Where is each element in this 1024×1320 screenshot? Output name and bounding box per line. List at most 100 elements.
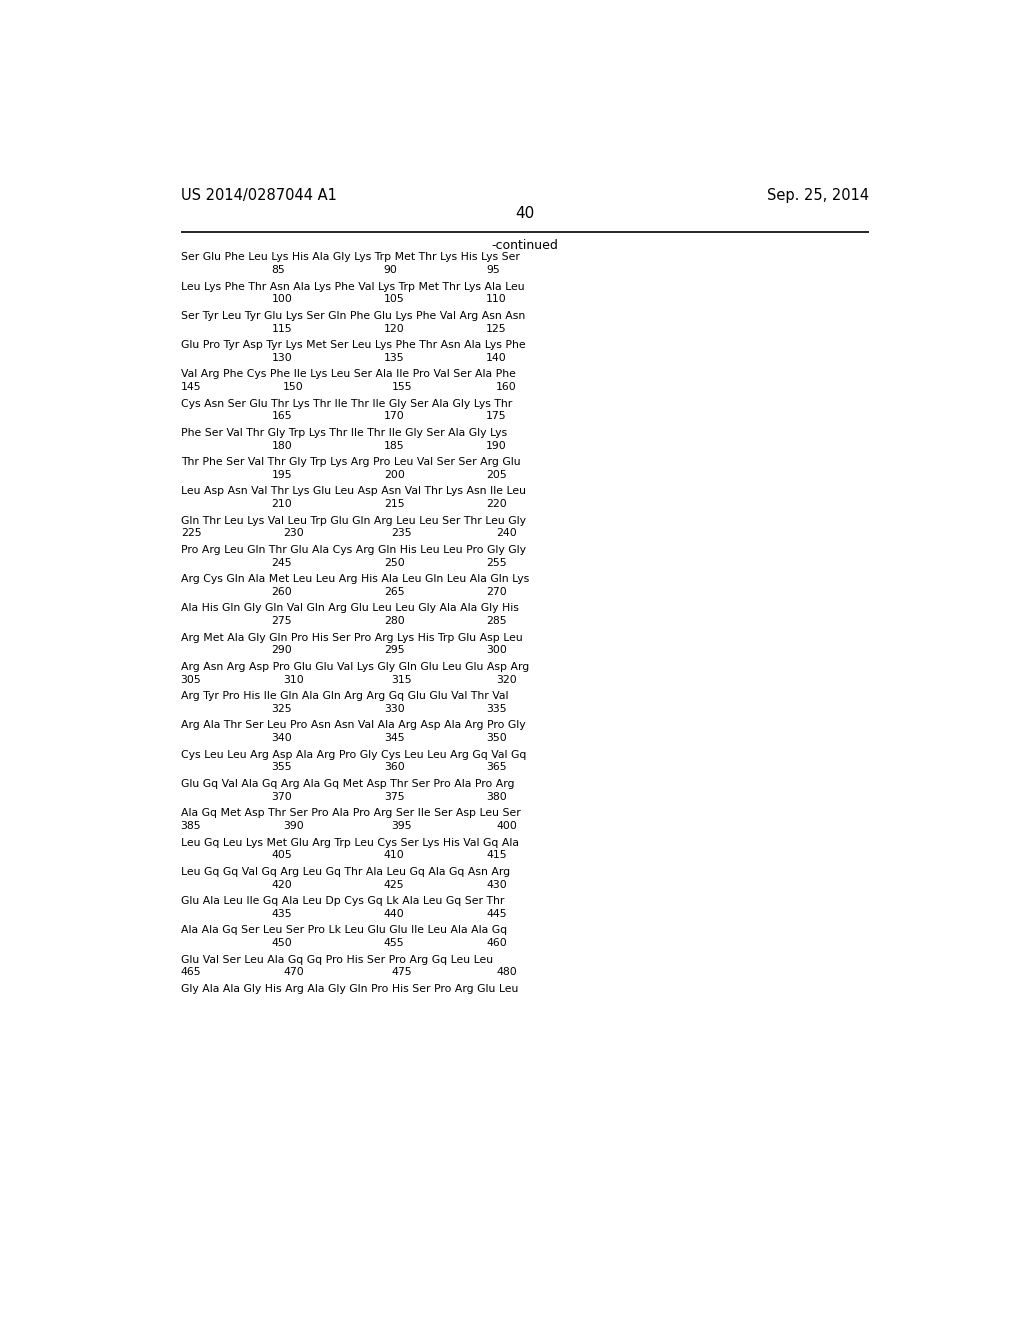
Text: 250: 250 [384,557,404,568]
Text: Arg Cys Gln Ala Met Leu Leu Arg His Ala Leu Gln Leu Ala Gln Lys: Arg Cys Gln Ala Met Leu Leu Arg His Ala … [180,574,529,585]
Text: 410: 410 [384,850,404,861]
Text: Arg Asn Arg Asp Pro Glu Glu Val Lys Gly Gln Glu Leu Glu Asp Arg: Arg Asn Arg Asp Pro Glu Glu Val Lys Gly … [180,663,529,672]
Text: 465: 465 [180,968,202,977]
Text: 255: 255 [486,557,507,568]
Text: 240: 240 [496,528,517,539]
Text: Arg Tyr Pro His Ile Gln Ala Gln Arg Arg Gq Glu Glu Val Thr Val: Arg Tyr Pro His Ile Gln Ala Gln Arg Arg … [180,692,508,701]
Text: 230: 230 [283,528,304,539]
Text: 470: 470 [283,968,304,977]
Text: 245: 245 [271,557,292,568]
Text: Glu Gq Val Ala Gq Arg Ala Gq Met Asp Thr Ser Pro Ala Pro Arg: Glu Gq Val Ala Gq Arg Ala Gq Met Asp Thr… [180,779,514,789]
Text: Ala Ala Gq Ser Leu Ser Pro Lk Leu Glu Glu Ile Leu Ala Ala Gq: Ala Ala Gq Ser Leu Ser Pro Lk Leu Glu Gl… [180,925,507,936]
Text: Leu Asp Asn Val Thr Lys Glu Leu Asp Asn Val Thr Lys Asn Ile Leu: Leu Asp Asn Val Thr Lys Glu Leu Asp Asn … [180,487,525,496]
Text: 290: 290 [271,645,292,656]
Text: 185: 185 [384,441,404,450]
Text: Glu Pro Tyr Asp Tyr Lys Met Ser Leu Lys Phe Thr Asn Ala Lys Phe: Glu Pro Tyr Asp Tyr Lys Met Ser Leu Lys … [180,341,525,350]
Text: 135: 135 [384,352,404,363]
Text: 460: 460 [486,939,507,948]
Text: Gly Ala Ala Gly His Arg Ala Gly Gln Pro His Ser Pro Arg Glu Leu: Gly Ala Ala Gly His Arg Ala Gly Gln Pro … [180,983,518,994]
Text: 85: 85 [271,265,285,275]
Text: 110: 110 [486,294,507,305]
Text: 480: 480 [496,968,517,977]
Text: 190: 190 [486,441,507,450]
Text: -continued: -continued [492,239,558,252]
Text: 440: 440 [384,908,404,919]
Text: Arg Met Ala Gly Gln Pro His Ser Pro Arg Lys His Trp Glu Asp Leu: Arg Met Ala Gly Gln Pro His Ser Pro Arg … [180,632,522,643]
Text: 425: 425 [384,879,404,890]
Text: 350: 350 [486,733,507,743]
Text: Ser Glu Phe Leu Lys His Ala Gly Lys Trp Met Thr Lys His Lys Ser: Ser Glu Phe Leu Lys His Ala Gly Lys Trp … [180,252,519,263]
Text: 375: 375 [384,792,404,801]
Text: 145: 145 [180,381,202,392]
Text: 285: 285 [486,616,507,626]
Text: 420: 420 [271,879,292,890]
Text: 275: 275 [271,616,292,626]
Text: 335: 335 [486,704,507,714]
Text: Cys Asn Ser Glu Thr Lys Thr Ile Thr Ile Gly Ser Ala Gly Lys Thr: Cys Asn Ser Glu Thr Lys Thr Ile Thr Ile … [180,399,512,409]
Text: 305: 305 [180,675,202,685]
Text: 270: 270 [486,587,507,597]
Text: 180: 180 [271,441,292,450]
Text: 225: 225 [180,528,202,539]
Text: 205: 205 [486,470,507,480]
Text: 175: 175 [486,412,507,421]
Text: Glu Ala Leu Ile Gq Ala Leu Dp Cys Gq Lk Ala Leu Gq Ser Thr: Glu Ala Leu Ile Gq Ala Leu Dp Cys Gq Lk … [180,896,504,906]
Text: 330: 330 [384,704,404,714]
Text: 400: 400 [496,821,517,832]
Text: 415: 415 [486,850,507,861]
Text: 310: 310 [283,675,304,685]
Text: Sep. 25, 2014: Sep. 25, 2014 [767,187,869,203]
Text: Thr Phe Ser Val Thr Gly Trp Lys Arg Pro Leu Val Ser Ser Arg Glu: Thr Phe Ser Val Thr Gly Trp Lys Arg Pro … [180,457,520,467]
Text: 220: 220 [486,499,507,510]
Text: US 2014/0287044 A1: US 2014/0287044 A1 [180,187,337,203]
Text: 155: 155 [391,381,412,392]
Text: 210: 210 [271,499,292,510]
Text: 365: 365 [486,763,507,772]
Text: 150: 150 [283,381,304,392]
Text: 320: 320 [496,675,517,685]
Text: Gln Thr Leu Lys Val Leu Trp Glu Gln Arg Leu Leu Ser Thr Leu Gly: Gln Thr Leu Lys Val Leu Trp Glu Gln Arg … [180,516,525,525]
Text: Cys Leu Leu Arg Asp Ala Arg Pro Gly Cys Leu Leu Arg Gq Val Gq: Cys Leu Leu Arg Asp Ala Arg Pro Gly Cys … [180,750,526,760]
Text: 340: 340 [271,733,292,743]
Text: 95: 95 [486,265,500,275]
Text: Val Arg Phe Cys Phe Ile Lys Leu Ser Ala Ile Pro Val Ser Ala Phe: Val Arg Phe Cys Phe Ile Lys Leu Ser Ala … [180,370,515,379]
Text: Leu Lys Phe Thr Asn Ala Lys Phe Val Lys Trp Met Thr Lys Ala Leu: Leu Lys Phe Thr Asn Ala Lys Phe Val Lys … [180,281,524,292]
Text: 455: 455 [384,939,404,948]
Text: 405: 405 [271,850,292,861]
Text: 370: 370 [271,792,292,801]
Text: 115: 115 [271,323,292,334]
Text: 445: 445 [486,908,507,919]
Text: 120: 120 [384,323,404,334]
Text: 90: 90 [384,265,397,275]
Text: 380: 380 [486,792,507,801]
Text: Glu Val Ser Leu Ala Gq Gq Pro His Ser Pro Arg Gq Leu Leu: Glu Val Ser Leu Ala Gq Gq Pro His Ser Pr… [180,954,493,965]
Text: 165: 165 [271,412,292,421]
Text: 40: 40 [515,206,535,222]
Text: 295: 295 [384,645,404,656]
Text: 475: 475 [391,968,412,977]
Text: 385: 385 [180,821,202,832]
Text: Leu Gq Leu Lys Met Glu Arg Trp Leu Cys Ser Lys His Val Gq Ala: Leu Gq Leu Lys Met Glu Arg Trp Leu Cys S… [180,838,519,847]
Text: 195: 195 [271,470,292,480]
Text: Ala Gq Met Asp Thr Ser Pro Ala Pro Arg Ser Ile Ser Asp Leu Ser: Ala Gq Met Asp Thr Ser Pro Ala Pro Arg S… [180,808,520,818]
Text: 390: 390 [283,821,304,832]
Text: Ala His Gln Gly Gln Val Gln Arg Glu Leu Leu Gly Ala Ala Gly His: Ala His Gln Gly Gln Val Gln Arg Glu Leu … [180,603,518,614]
Text: 160: 160 [496,381,517,392]
Text: Pro Arg Leu Gln Thr Glu Ala Cys Arg Gln His Leu Leu Pro Gly Gly: Pro Arg Leu Gln Thr Glu Ala Cys Arg Gln … [180,545,525,554]
Text: 130: 130 [271,352,292,363]
Text: 260: 260 [271,587,292,597]
Text: 355: 355 [271,763,292,772]
Text: Arg Ala Thr Ser Leu Pro Asn Asn Val Ala Arg Asp Ala Arg Pro Gly: Arg Ala Thr Ser Leu Pro Asn Asn Val Ala … [180,721,525,730]
Text: 265: 265 [384,587,404,597]
Text: Ser Tyr Leu Tyr Glu Lys Ser Gln Phe Glu Lys Phe Val Arg Asn Asn: Ser Tyr Leu Tyr Glu Lys Ser Gln Phe Glu … [180,312,525,321]
Text: 450: 450 [271,939,292,948]
Text: 315: 315 [391,675,412,685]
Text: 395: 395 [391,821,412,832]
Text: 345: 345 [384,733,404,743]
Text: 200: 200 [384,470,404,480]
Text: 105: 105 [384,294,404,305]
Text: 125: 125 [486,323,507,334]
Text: 100: 100 [271,294,292,305]
Text: 280: 280 [384,616,404,626]
Text: 325: 325 [271,704,292,714]
